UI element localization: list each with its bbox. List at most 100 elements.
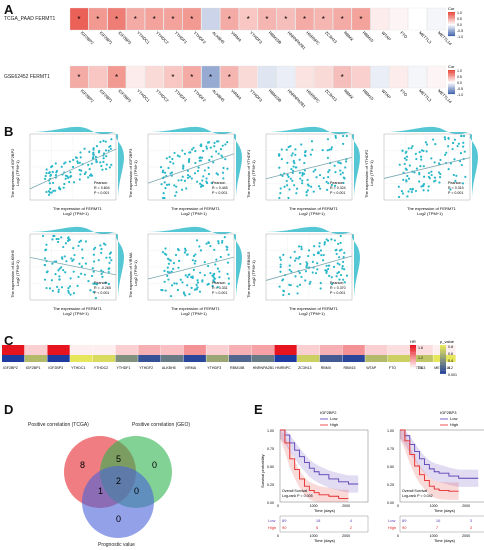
scatter-point	[45, 243, 48, 246]
hr-cell	[115, 345, 138, 355]
scatter-point	[400, 190, 403, 193]
legend-swatch	[448, 83, 455, 85]
scatter-point	[425, 143, 429, 146]
stat-p: P < 0.001	[448, 191, 463, 195]
stat-method: Pearson	[212, 181, 225, 185]
scatter-point	[321, 259, 325, 262]
scatter-point	[167, 278, 170, 281]
scatter-point	[95, 158, 98, 162]
scatter-point	[208, 159, 211, 162]
scatter-point	[317, 250, 320, 254]
scatter-point	[87, 163, 90, 166]
scatter-point	[100, 269, 103, 272]
scatter-point	[72, 270, 75, 273]
x-tick: 0	[277, 504, 279, 508]
x-axis-label: The expression of FERMT1	[53, 206, 103, 211]
scatter-point	[430, 173, 433, 177]
scatter-point	[402, 178, 405, 181]
venn-count-only1: 8	[80, 460, 85, 470]
scatter-point	[107, 149, 110, 152]
stat-overall: Overall Survival	[402, 489, 427, 493]
scatter-point	[77, 275, 80, 279]
p-legend-swatch	[440, 346, 446, 349]
scatter-point	[330, 283, 334, 286]
y-tick: 0.00	[387, 501, 394, 505]
scatter-point	[104, 140, 107, 143]
scatter-point	[188, 273, 191, 276]
gene-label: RBMX	[321, 366, 332, 370]
scatter-point	[183, 292, 186, 295]
significance-star: *	[341, 15, 344, 24]
gene-label: RBMX	[343, 88, 355, 100]
p-legend-swatch	[440, 368, 446, 371]
venn-set3-label: Prognostic value	[98, 542, 135, 548]
scatter-point	[170, 284, 174, 287]
scatter-point	[462, 145, 465, 148]
stat-r: R = 0.604	[94, 186, 110, 190]
hr-cell	[387, 345, 411, 355]
scatter-point	[317, 185, 321, 188]
scatter-point	[345, 134, 348, 138]
scatter-point	[303, 169, 306, 172]
scatter-point	[288, 264, 291, 267]
scatter-point	[83, 147, 86, 150]
significance-star: *	[115, 73, 118, 82]
scatter-point	[72, 158, 75, 162]
scatter-point	[293, 162, 296, 165]
hr-cell	[92, 345, 116, 355]
legend-tick: -1.0	[457, 35, 463, 39]
scatter-point	[199, 182, 202, 185]
heatmap-cell	[295, 7, 314, 31]
scatter-point	[58, 188, 62, 191]
legend-tick: 1.0	[457, 11, 462, 15]
scatter-point	[94, 246, 97, 249]
pvalue-cell	[138, 355, 161, 362]
scatter-point	[217, 152, 220, 155]
marginal-density-y	[232, 134, 242, 200]
scatter-point	[202, 175, 205, 178]
scatter-point	[312, 253, 316, 256]
scatter-point	[57, 290, 60, 293]
venn-count-s12: 5	[116, 454, 121, 464]
scatter-point	[313, 245, 316, 248]
legend-swatch	[448, 34, 455, 37]
scatter-point	[107, 270, 110, 274]
legend-swatch	[448, 18, 455, 20]
scatter-point	[341, 267, 344, 270]
panel-a-heatmaps: TCGA_PAAD FERMT1 GSE62452 FERMT1 *IGF2BP…	[4, 6, 463, 109]
p-legend-swatch	[440, 352, 446, 355]
risk-row-label: Low	[268, 518, 275, 523]
scatter-point	[300, 275, 303, 279]
scatter-point	[323, 241, 326, 244]
scatter-point	[319, 287, 322, 290]
scatter-point	[205, 242, 208, 245]
scatter-point	[452, 173, 455, 177]
scatter-point	[101, 168, 104, 171]
scatter-point	[60, 165, 63, 168]
scatter-point	[410, 147, 413, 150]
scatter-point	[97, 259, 100, 262]
scatter-point	[296, 292, 299, 295]
scatter-point	[195, 283, 198, 286]
scatter-point	[108, 261, 111, 264]
scatter-point	[43, 263, 46, 267]
gene-label: YTHDF2	[192, 88, 207, 103]
p-legend-swatch	[440, 359, 446, 362]
scatter-point	[159, 166, 163, 169]
risk-row-label: Low	[388, 518, 395, 523]
legend-tick: 0.5	[457, 75, 462, 79]
legend-swatch	[448, 20, 455, 22]
scatter-point	[319, 282, 322, 285]
scatter-point	[79, 173, 82, 176]
scatter-point	[197, 166, 200, 169]
scatter-point	[337, 256, 341, 259]
scatter-point	[84, 171, 87, 174]
scatter-point	[463, 150, 466, 153]
gene-label: YTHDC2	[94, 366, 108, 370]
marginal-density-y	[350, 234, 360, 300]
scatter-point	[338, 263, 341, 266]
p-legend-swatch	[440, 361, 446, 364]
scatter-point	[205, 180, 208, 183]
panel-label-e: E	[254, 402, 263, 417]
legend-swatch	[448, 73, 455, 75]
